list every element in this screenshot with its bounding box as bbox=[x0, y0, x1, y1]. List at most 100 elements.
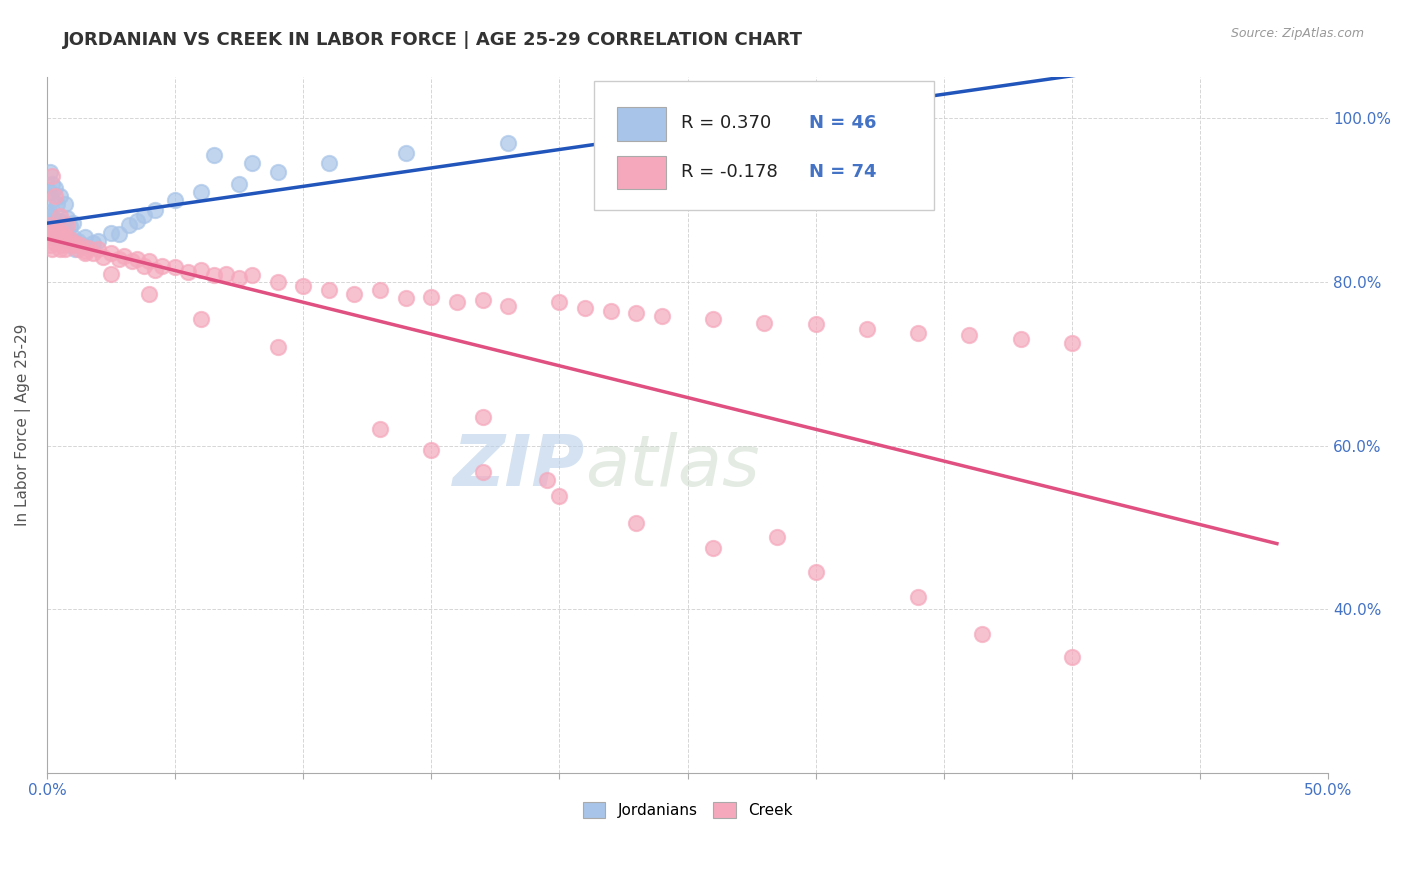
Point bbox=[51, 226, 73, 240]
Point bbox=[56, 235, 79, 250]
Point bbox=[38, 218, 60, 232]
Point bbox=[240, 156, 263, 170]
Point bbox=[957, 328, 980, 343]
Point bbox=[165, 193, 187, 207]
Point bbox=[754, 316, 776, 330]
Point bbox=[53, 232, 76, 246]
Point bbox=[343, 287, 366, 301]
Point bbox=[56, 211, 79, 226]
Text: N = 46: N = 46 bbox=[810, 114, 877, 132]
Point bbox=[100, 267, 122, 281]
Point bbox=[118, 218, 141, 232]
Point bbox=[46, 232, 69, 246]
Point bbox=[228, 177, 250, 191]
Point bbox=[82, 235, 104, 250]
Point bbox=[626, 516, 648, 531]
Point bbox=[51, 218, 73, 232]
Point bbox=[53, 230, 76, 244]
Point bbox=[62, 230, 84, 244]
Point bbox=[143, 202, 166, 217]
Point bbox=[190, 185, 212, 199]
Point bbox=[804, 132, 827, 146]
Point bbox=[49, 189, 72, 203]
Point bbox=[907, 590, 929, 604]
Point bbox=[38, 218, 60, 232]
Point bbox=[75, 244, 97, 258]
Point bbox=[46, 226, 69, 240]
Point bbox=[318, 156, 340, 170]
Point bbox=[228, 270, 250, 285]
Point bbox=[907, 326, 929, 340]
Point bbox=[548, 489, 571, 503]
Text: N = 74: N = 74 bbox=[810, 163, 877, 181]
Point bbox=[138, 254, 160, 268]
Point bbox=[49, 221, 72, 235]
Point bbox=[599, 303, 621, 318]
Point bbox=[41, 169, 63, 183]
Point bbox=[46, 226, 69, 240]
Legend: Jordanians, Creek: Jordanians, Creek bbox=[576, 796, 799, 824]
Point bbox=[38, 221, 60, 235]
Point bbox=[856, 322, 879, 336]
Point bbox=[41, 221, 63, 235]
Point bbox=[266, 164, 288, 178]
Point bbox=[536, 473, 558, 487]
Point bbox=[368, 422, 391, 436]
Point bbox=[41, 177, 63, 191]
Point bbox=[41, 230, 63, 244]
Point bbox=[44, 213, 66, 227]
Point bbox=[134, 208, 156, 222]
Point bbox=[49, 242, 72, 256]
Point bbox=[215, 267, 238, 281]
Point bbox=[75, 230, 97, 244]
Point bbox=[318, 283, 340, 297]
Point bbox=[107, 227, 129, 242]
Point bbox=[496, 300, 519, 314]
Point bbox=[804, 566, 827, 580]
Bar bbox=[617, 107, 666, 141]
Point bbox=[599, 132, 621, 146]
Point bbox=[754, 128, 776, 142]
Y-axis label: In Labor Force | Age 25-29: In Labor Force | Age 25-29 bbox=[15, 324, 31, 526]
Point bbox=[1060, 336, 1083, 351]
Point bbox=[44, 224, 66, 238]
Point bbox=[548, 295, 571, 310]
Point bbox=[59, 232, 82, 246]
Point bbox=[125, 213, 148, 227]
Point bbox=[38, 164, 60, 178]
Point bbox=[53, 197, 76, 211]
Point bbox=[63, 242, 86, 256]
Text: ZIP: ZIP bbox=[453, 433, 585, 501]
Point bbox=[190, 311, 212, 326]
Point bbox=[41, 227, 63, 242]
Point bbox=[41, 218, 63, 232]
Point bbox=[44, 189, 66, 203]
Point bbox=[51, 227, 73, 242]
Point bbox=[41, 242, 63, 256]
Point bbox=[44, 181, 66, 195]
Point bbox=[66, 242, 89, 256]
Point bbox=[368, 283, 391, 297]
Point bbox=[202, 148, 225, 162]
Point bbox=[266, 340, 288, 354]
Point bbox=[395, 145, 418, 160]
Point bbox=[46, 218, 69, 232]
Point bbox=[41, 193, 63, 207]
Point bbox=[100, 246, 122, 260]
Point bbox=[53, 242, 76, 256]
Point bbox=[420, 290, 443, 304]
Text: R = -0.178: R = -0.178 bbox=[681, 163, 778, 181]
Point bbox=[804, 318, 827, 332]
Point bbox=[44, 235, 66, 250]
Point bbox=[41, 226, 63, 240]
Point bbox=[38, 226, 60, 240]
Point bbox=[446, 295, 468, 310]
Point bbox=[38, 185, 60, 199]
Point bbox=[87, 234, 110, 248]
Point bbox=[53, 224, 76, 238]
Point bbox=[702, 541, 724, 555]
Point bbox=[49, 210, 72, 224]
Point bbox=[38, 213, 60, 227]
Point bbox=[626, 306, 648, 320]
Point bbox=[38, 205, 60, 219]
